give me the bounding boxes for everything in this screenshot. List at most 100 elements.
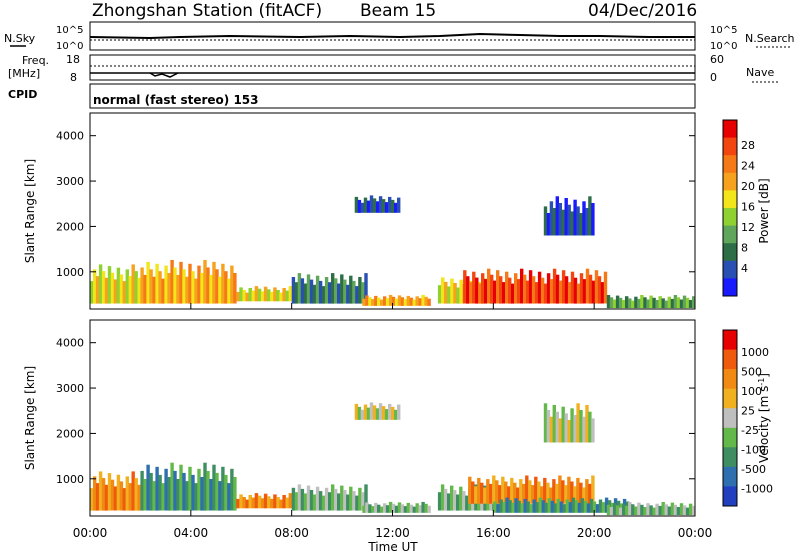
velocity-cell — [360, 409, 365, 420]
power-cell — [394, 202, 398, 213]
velocity-colorbar-tick: -1000 — [741, 483, 773, 496]
velocity-cell — [540, 486, 544, 504]
velocity-cell — [559, 501, 563, 513]
velocity-cell — [101, 478, 106, 511]
power-cell — [543, 206, 548, 236]
power-cell — [321, 286, 326, 304]
power-cell — [209, 274, 213, 304]
power-cell — [424, 296, 428, 306]
velocity-cell — [218, 481, 222, 511]
power-cell — [122, 281, 126, 304]
velocity-cell — [543, 477, 547, 504]
velocity-cell — [606, 504, 611, 516]
power-cell — [612, 299, 617, 309]
power-cell — [303, 283, 308, 304]
velocity-cell — [357, 406, 362, 420]
velocity-colorbar-segment — [723, 447, 737, 468]
power-cell — [543, 283, 548, 304]
velocity-cell — [391, 406, 395, 420]
power-cell — [200, 273, 204, 304]
velocity-cell — [658, 505, 662, 516]
velocity-cell — [553, 503, 557, 513]
velocity-cell — [388, 501, 393, 513]
velocity-colorbar-segment — [723, 369, 737, 390]
power-cell — [312, 284, 317, 304]
velocity-cell — [576, 403, 580, 443]
power-y-label: Slant Range [km] — [23, 159, 37, 263]
power-cell — [555, 196, 559, 236]
velocity-colorbar-title: Velocity [m s-1] — [757, 373, 772, 463]
power-cell — [594, 270, 599, 304]
power-cell — [215, 269, 219, 304]
velocity-cell — [90, 488, 94, 511]
power-colorbar-segment — [723, 278, 737, 297]
velocity-cell — [260, 498, 265, 509]
velocity-cell — [507, 486, 511, 504]
velocity-cell — [588, 483, 592, 504]
power-cell — [137, 277, 141, 304]
velocity-cell — [486, 479, 490, 504]
velocity-cell — [224, 474, 228, 511]
velocity-cell — [146, 464, 150, 511]
power-cell — [534, 282, 539, 304]
power-cell — [188, 263, 192, 304]
power-cell — [561, 209, 565, 236]
power-cell — [558, 203, 562, 236]
power-cell — [288, 286, 293, 302]
velocity-cell — [447, 493, 451, 511]
power-cell — [276, 290, 280, 302]
velocity-cell — [564, 413, 568, 443]
power-cell — [394, 298, 399, 306]
power-cell — [131, 264, 135, 304]
power-cell — [555, 274, 560, 304]
velocity-cell — [200, 477, 204, 511]
velocity-cell — [519, 479, 523, 504]
power-cell — [95, 276, 100, 304]
velocity-cell — [343, 490, 347, 511]
nsky-tick-low: 10^0 — [56, 41, 83, 52]
power-cell — [517, 279, 521, 304]
power-cell — [113, 279, 118, 304]
velocity-cell — [474, 486, 478, 504]
power-cell — [194, 278, 198, 304]
velocity-cell — [615, 505, 620, 516]
power-cell — [481, 273, 485, 304]
velocity-cell — [462, 491, 466, 511]
power-cell — [388, 196, 392, 213]
power-cell — [104, 277, 109, 304]
velocity-cell — [549, 416, 554, 443]
velocity-cell — [368, 504, 372, 513]
velocity-cell — [209, 479, 213, 511]
power-cell — [591, 280, 596, 304]
velocity-cell — [573, 415, 577, 443]
velocity-colorbar-tick: -25 — [741, 424, 759, 437]
velocity-colorbar-frame — [722, 329, 738, 507]
power-cell — [218, 276, 222, 304]
velocity-cell — [459, 486, 463, 511]
power-cell — [582, 279, 587, 304]
power-cell — [664, 300, 668, 309]
power-cell — [346, 284, 350, 304]
velocity-cell — [510, 477, 514, 504]
power-cell — [273, 287, 277, 302]
velocity-cell — [328, 492, 332, 511]
velocity-cell — [406, 502, 410, 513]
power-cell — [294, 282, 299, 304]
power-cell — [134, 271, 138, 304]
power-cell — [403, 299, 408, 306]
velocity-cell — [571, 497, 576, 513]
velocity-cell — [685, 507, 690, 516]
velocity-cell — [601, 502, 606, 513]
power-cell — [573, 277, 578, 304]
velocity-cell — [122, 488, 126, 511]
nsky-panel — [89, 21, 696, 51]
velocity-cell — [585, 479, 589, 504]
velocity-cell — [167, 477, 171, 511]
x-tick-label: 08:00 — [274, 526, 309, 540]
power-cell — [143, 274, 147, 304]
velocity-cell — [535, 502, 539, 513]
power-cell — [149, 269, 153, 304]
velocity-cell — [254, 493, 259, 509]
velocity-cell — [371, 506, 375, 513]
velocity-cell — [424, 503, 428, 513]
